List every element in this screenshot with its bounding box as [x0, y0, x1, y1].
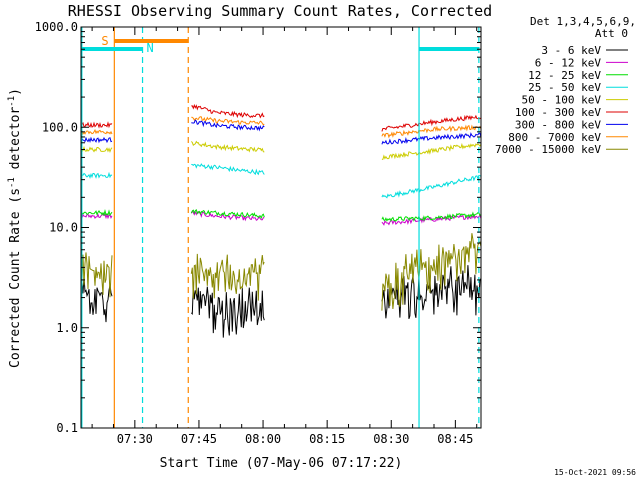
series-segment	[190, 286, 265, 338]
legend-label: 3 - 6 keV	[541, 44, 601, 57]
series-segment	[191, 103, 265, 119]
y-tick-label: 1000.0	[35, 20, 78, 34]
legend-detectors-line1: Det 1,3,4,5,6,9,	[530, 15, 636, 28]
x-tick-label: 07:45	[181, 432, 217, 446]
legend-label: 6 - 12 keV	[535, 56, 602, 69]
x-axis-label: Start Time (07-May-06 07:17:22)	[160, 456, 403, 471]
series-50-100-kev	[80, 140, 482, 160]
series-7000-15000-kev	[80, 233, 482, 311]
axis-ticks: 0.1 1.0 10.0 100.0 1000.0 07:30 07:45 08:00 08:1…	[35, 20, 481, 446]
series-segment	[381, 114, 482, 132]
x-tick-label: 08:45	[437, 432, 473, 446]
series-segment	[80, 145, 113, 154]
legend-label: 50 - 100 keV	[522, 94, 602, 107]
series-300-800-kev	[80, 118, 482, 145]
series-100-300-kev	[80, 103, 482, 132]
y-tick-label: 1.0	[56, 321, 78, 335]
series-segment	[80, 171, 113, 180]
x-tick-label: 07:30	[117, 432, 153, 446]
series-segment	[80, 252, 113, 298]
legend-label: 25 - 50 keV	[528, 81, 601, 94]
series-segment	[191, 163, 265, 176]
series-segment	[381, 211, 482, 222]
legend-detectors-line2: Att 0	[595, 27, 628, 40]
plot-frame	[80, 26, 482, 429]
footer-timestamp: 15-Oct-2021 09:56	[554, 468, 636, 477]
series-segment	[381, 124, 482, 139]
series-800-7000-kev	[80, 116, 482, 139]
series-segment	[190, 210, 265, 222]
data-layer	[80, 103, 482, 338]
legend-label: 12 - 25 keV	[528, 69, 601, 82]
series-25-50-kev	[80, 163, 482, 199]
series-segment	[381, 213, 482, 226]
series-segment	[80, 128, 113, 136]
series-segment	[381, 142, 482, 160]
legend-label: 100 - 300 keV	[515, 106, 601, 119]
y-tick-label: 0.1	[56, 421, 78, 435]
x-tick-label: 08:30	[373, 432, 409, 446]
series-segment	[80, 209, 113, 217]
series-segment	[191, 118, 265, 132]
series-segment	[191, 116, 265, 126]
series-12-25-kev	[80, 209, 482, 222]
y-axis-label: Corrected Count Rate (s-1 detector-1)	[7, 88, 23, 368]
chart-title: RHESSI Observing Summary Count Rates, Co…	[68, 2, 492, 20]
series-segment	[381, 132, 482, 145]
series-segment	[80, 121, 113, 129]
legend-label: 7000 - 15000 keV	[495, 143, 601, 156]
legend-label: 800 - 7000 keV	[508, 131, 601, 144]
y-tick-label: 100.0	[42, 120, 78, 134]
saa-label: S	[101, 34, 108, 48]
series-segment	[381, 233, 482, 311]
series-segment	[190, 209, 265, 220]
series-segment	[190, 253, 265, 301]
series-6-12-kev	[80, 210, 482, 226]
series-3-6-kev	[80, 265, 482, 338]
series-segment	[381, 174, 482, 199]
series-segment	[80, 136, 113, 144]
x-tick-label: 08:15	[309, 432, 345, 446]
night-label: N	[147, 41, 154, 55]
series-segment	[80, 213, 113, 220]
legend-label: 300 - 800 keV	[515, 118, 601, 131]
y-tick-label: 10.0	[49, 221, 78, 235]
series-segment	[190, 140, 265, 153]
series-segment	[80, 276, 113, 323]
x-tick-label: 08:00	[245, 432, 281, 446]
